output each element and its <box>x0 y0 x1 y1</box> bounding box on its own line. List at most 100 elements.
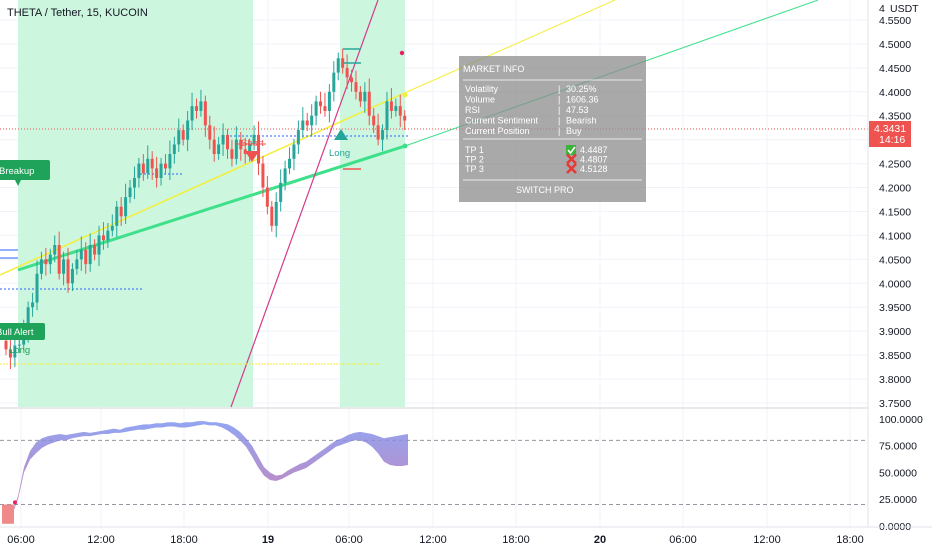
breakup-label: Breakup <box>0 160 50 186</box>
trend-line-magenta <box>230 0 379 408</box>
candle-body <box>203 101 207 126</box>
candle-body <box>367 91 371 116</box>
candle-body <box>13 345 17 358</box>
time-tick-label: 06:00 <box>7 534 35 546</box>
candle-body <box>194 106 198 111</box>
market-info-title: MARKET INFO <box>463 64 524 74</box>
switch-pro-label[interactable]: SWITCH PRO <box>516 185 574 195</box>
candle-body <box>110 225 114 231</box>
price-tick-top: 4 <box>879 3 885 15</box>
candles <box>4 48 407 370</box>
market-info-row-label: Volatility <box>465 84 499 94</box>
candle-body <box>128 187 132 198</box>
candle-body <box>296 130 300 145</box>
candle-body <box>48 254 52 265</box>
candle-body <box>323 106 327 111</box>
candle-body <box>26 307 30 332</box>
target-label: TP 1 <box>465 145 484 155</box>
candle-body <box>53 245 57 255</box>
time-tick-label: 06:00 <box>669 534 697 546</box>
market-info-row-label: Current Position <box>465 126 530 136</box>
price-tick-label: 4.1500 <box>879 206 911 218</box>
candle-body <box>208 125 212 140</box>
candle-body <box>39 259 43 274</box>
candle-body <box>310 115 314 126</box>
target-dot-green <box>402 143 408 149</box>
candle-body <box>403 115 407 121</box>
candle-body <box>270 206 274 226</box>
long-triangle <box>334 129 348 140</box>
candle-body <box>394 106 398 111</box>
indicator-oversold-block <box>2 504 14 524</box>
target-dot-red <box>399 50 405 56</box>
target-value: 4.4487 <box>580 145 608 155</box>
market-info-separator: | <box>558 95 560 105</box>
breakup-text: Breakup <box>0 166 34 177</box>
time-tick-label: 06:00 <box>335 534 363 546</box>
time-tick-label: 12:00 <box>753 534 781 546</box>
candle-body <box>217 144 221 155</box>
candle-body <box>221 134 225 145</box>
market-info-row-value: 30.25% <box>566 84 597 94</box>
candle-body <box>57 245 61 274</box>
trend-line-green <box>17 144 406 272</box>
price-tick-label: 4.3500 <box>879 111 911 123</box>
bull-alert-text: Bull Alert <box>0 327 34 338</box>
candle-body <box>155 168 159 178</box>
candle-body <box>252 134 256 145</box>
time-axis[interactable]: 06:00 12:00 18:00 19 06:00 12:00 18:00 20 06:00 1… <box>7 534 864 546</box>
candle-body <box>101 235 105 241</box>
candle-body <box>319 101 323 107</box>
candle-body <box>186 120 190 140</box>
price-tick-label: 4.1000 <box>879 230 911 242</box>
candle-body <box>168 154 172 169</box>
market-info-row-value: 47.53 <box>566 105 589 115</box>
price-tick-label: 4.4000 <box>879 87 911 99</box>
market-info-panel[interactable]: MARKET INFO Volatility | 30.25% Volume | 1606… <box>459 56 646 202</box>
candle-body <box>257 134 261 164</box>
indicator-band <box>6 421 408 521</box>
price-axis[interactable]: 4.55004.50004.45004.40004.35004.30004.25… <box>879 15 911 410</box>
candle-body <box>305 120 309 126</box>
bull-alert-label: Bull Alert <box>0 323 45 340</box>
market-info-targets: TP 1 4.4487 TP 2 4.4807 TP 3 4.5128 <box>465 145 608 174</box>
candle-body <box>35 273 39 303</box>
candle-body <box>314 101 318 116</box>
candle-body <box>345 67 349 78</box>
candle-body <box>234 139 238 159</box>
long-label-1: Long <box>9 345 30 356</box>
indicator-pane <box>0 421 868 524</box>
candle-body <box>44 259 48 265</box>
candle-body <box>159 163 163 178</box>
check-icon <box>566 145 576 155</box>
short-label: Short <box>241 138 264 149</box>
candle-body <box>141 163 145 174</box>
candle-body <box>358 91 362 102</box>
target-label: TP 3 <box>465 164 484 174</box>
market-info-separator: | <box>558 126 560 136</box>
candle-body <box>389 101 393 111</box>
candle-body <box>115 206 119 226</box>
last-price-countdown: 14:16 <box>879 134 905 146</box>
candle-body <box>341 58 345 68</box>
market-info-row-value: Buy <box>566 126 582 136</box>
time-tick-label: 18:00 <box>170 534 198 546</box>
highlight-zone-1 <box>18 0 253 407</box>
price-tick-label: 4.0500 <box>879 254 911 266</box>
candle-body <box>243 149 247 155</box>
candle-body <box>301 120 305 131</box>
market-info-separator: | <box>558 84 560 94</box>
indicator-tick-label: 75.0000 <box>879 441 917 453</box>
candle-body <box>226 134 229 150</box>
candle-body <box>124 197 128 217</box>
price-tick-label: 4.2500 <box>879 159 911 171</box>
candle-body <box>274 201 278 226</box>
candle-body <box>181 130 185 140</box>
target-label: TP 2 <box>465 155 484 165</box>
indicator-signal-dot <box>13 500 17 505</box>
time-tick-label: 18:00 <box>502 534 530 546</box>
indicator-tick-label: 100.0000 <box>879 414 923 426</box>
price-tick-label: 3.9000 <box>879 326 911 338</box>
